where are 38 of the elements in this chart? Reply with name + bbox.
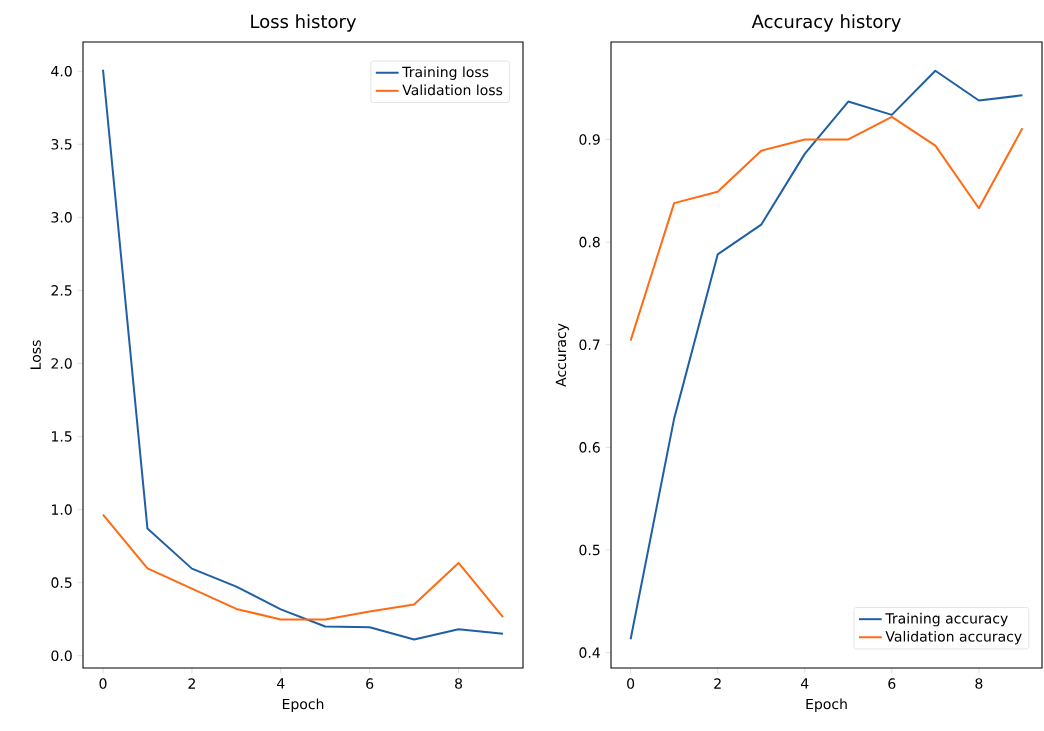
- line-series: [629, 115, 1024, 342]
- y-axis-title: Loss: [30, 340, 41, 369]
- chart-title: Accuracy history: [751, 14, 901, 32]
- y-tick-label: 0.7: [579, 339, 600, 351]
- legend-label: Training loss: [402, 66, 489, 80]
- line-series: [102, 68, 504, 641]
- line-series: [102, 513, 504, 621]
- x-tick-label: 4: [277, 678, 285, 689]
- y-tick-label: 2.5: [51, 285, 72, 296]
- chart-title: Loss history: [251, 14, 357, 32]
- x-tick-label: 6: [888, 678, 896, 689]
- legend-label: Validation accuracy: [885, 630, 1022, 645]
- legend-label: Training accuracy: [885, 612, 1008, 627]
- y-tick-label: 0.6: [579, 442, 600, 453]
- x-tick-label: 8: [455, 678, 463, 689]
- y-tick-label: 0.8: [579, 236, 600, 248]
- y-axis-title: Accuracy: [555, 323, 569, 387]
- y-tick-label: 3.5: [51, 138, 72, 150]
- x-tick-label: 0: [627, 678, 635, 689]
- x-axis-title: Epoch: [282, 698, 324, 712]
- y-tick-label: 0.9: [579, 134, 600, 145]
- y-tick-label: 3.0: [51, 212, 72, 223]
- y-tick-label: 4.0: [51, 65, 72, 77]
- y-tick-label: 0.5: [579, 544, 600, 556]
- x-tick-label: 6: [366, 678, 374, 689]
- y-tick-label: 2.0: [51, 358, 72, 369]
- y-tick-label: 0.4: [579, 647, 600, 658]
- x-tick-label: 2: [714, 678, 721, 689]
- legend-label: Validation loss: [402, 84, 503, 96]
- y-tick-label: 1.0: [52, 504, 72, 515]
- x-tick-label: 8: [975, 678, 983, 689]
- x-tick-label: 2: [188, 678, 195, 689]
- y-tick-label: 1.5: [52, 431, 72, 442]
- y-tick-label: 0.5: [51, 577, 72, 588]
- x-tick-label: 0: [99, 678, 107, 689]
- x-tick-label: 4: [800, 678, 809, 689]
- y-tick-label: 0.0: [51, 650, 72, 662]
- x-axis-title: Epoch: [806, 698, 847, 712]
